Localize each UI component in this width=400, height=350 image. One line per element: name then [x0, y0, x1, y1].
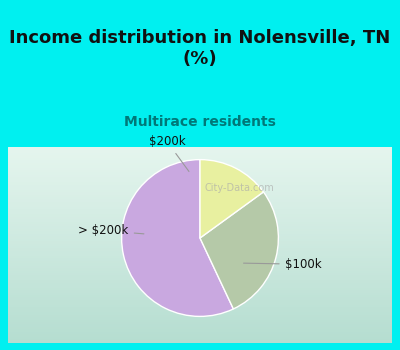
Bar	[8, 282, 392, 284]
Bar	[8, 201, 392, 203]
Bar	[8, 194, 392, 196]
Bar	[8, 321, 392, 323]
Bar	[8, 243, 392, 245]
Bar	[8, 225, 392, 228]
Bar	[8, 306, 392, 309]
Bar	[8, 179, 392, 181]
Bar	[8, 206, 392, 208]
Bar	[8, 181, 392, 184]
Bar	[8, 247, 392, 250]
Text: City-Data.com: City-Data.com	[204, 183, 274, 193]
Bar	[8, 316, 392, 318]
Bar	[8, 216, 392, 218]
Bar	[8, 272, 392, 274]
Bar	[8, 314, 392, 316]
Bar	[8, 172, 392, 174]
Text: > $200k: > $200k	[78, 224, 144, 237]
Bar	[8, 196, 392, 198]
Bar	[8, 203, 392, 206]
Bar	[8, 323, 392, 326]
Bar	[8, 154, 392, 157]
Bar	[8, 296, 392, 299]
Bar	[8, 228, 392, 230]
Bar	[8, 233, 392, 235]
Text: Income distribution in Nolensville, TN
(%): Income distribution in Nolensville, TN (…	[9, 29, 391, 68]
Bar	[8, 279, 392, 282]
Bar	[8, 341, 392, 343]
Bar	[8, 287, 392, 289]
Wedge shape	[122, 160, 233, 316]
Bar	[8, 174, 392, 176]
Bar	[8, 218, 392, 220]
Bar	[8, 284, 392, 287]
Bar	[8, 267, 392, 270]
Text: Multirace residents: Multirace residents	[124, 115, 276, 129]
Bar	[8, 164, 392, 167]
Bar	[8, 299, 392, 301]
Bar	[8, 176, 392, 179]
Bar	[8, 198, 392, 201]
Bar	[8, 240, 392, 243]
Bar	[8, 328, 392, 331]
Bar	[8, 157, 392, 159]
Text: $100k: $100k	[244, 258, 321, 271]
Bar	[8, 211, 392, 213]
Bar	[8, 331, 392, 333]
Bar	[8, 184, 392, 186]
Bar	[8, 245, 392, 247]
Bar	[8, 186, 392, 189]
Bar	[8, 326, 392, 328]
Bar	[8, 338, 392, 341]
Bar	[8, 238, 392, 240]
Bar	[8, 333, 392, 336]
Bar	[8, 213, 392, 216]
Bar	[8, 292, 392, 294]
Bar	[8, 294, 392, 296]
Bar	[8, 274, 392, 277]
Wedge shape	[200, 160, 264, 238]
Bar	[8, 147, 392, 149]
Bar	[8, 230, 392, 233]
Bar	[8, 309, 392, 311]
Text: $200k: $200k	[149, 135, 189, 172]
Bar	[8, 260, 392, 262]
Bar	[8, 189, 392, 191]
Bar	[8, 265, 392, 267]
Bar	[8, 301, 392, 304]
Bar	[8, 167, 392, 169]
Bar	[8, 223, 392, 225]
Bar	[8, 336, 392, 338]
Bar	[8, 270, 392, 272]
Bar	[8, 257, 392, 260]
Bar	[8, 250, 392, 252]
Bar	[8, 149, 392, 152]
Bar	[8, 255, 392, 257]
Bar	[8, 220, 392, 223]
Bar	[8, 262, 392, 265]
Wedge shape	[200, 192, 278, 309]
Bar	[8, 191, 392, 194]
Bar	[8, 162, 392, 164]
Bar	[8, 311, 392, 314]
Bar	[8, 277, 392, 279]
Bar	[8, 304, 392, 306]
Bar	[8, 235, 392, 238]
Bar	[8, 208, 392, 211]
Bar	[8, 318, 392, 321]
Bar	[8, 169, 392, 171]
Bar	[8, 289, 392, 292]
Bar	[8, 252, 392, 255]
Bar	[8, 159, 392, 162]
Bar	[8, 152, 392, 154]
